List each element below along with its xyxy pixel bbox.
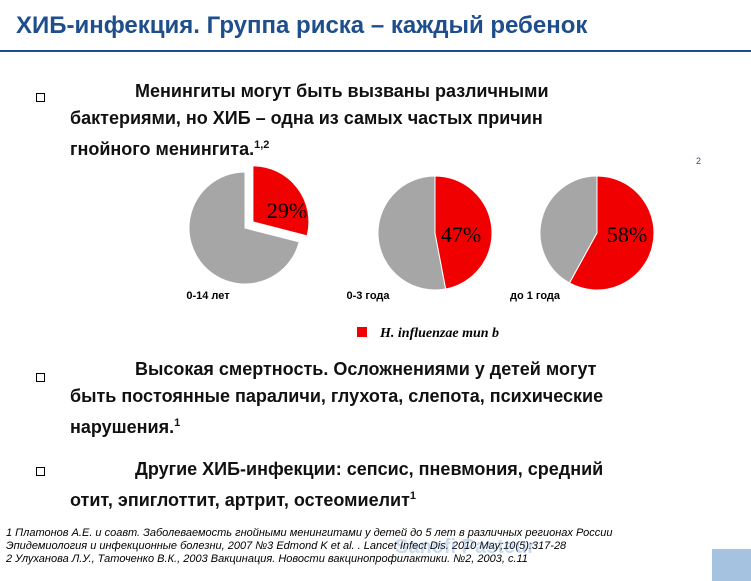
pie-1-hib-slice bbox=[252, 165, 310, 237]
bullet-marker-3 bbox=[36, 467, 45, 476]
legend-label: H. influenzae тип b bbox=[379, 326, 499, 341]
pie-1-value-label: 29% bbox=[267, 198, 307, 223]
slide-title: ХИБ-инфекция. Группа риска – каждый ребе… bbox=[16, 12, 588, 39]
bullet-2-line-1: Высокая смертность. Осложнениями у детей… bbox=[135, 359, 597, 379]
pie-2-value-label: 47% bbox=[441, 222, 481, 247]
pie-3-hib-slice bbox=[568, 175, 655, 291]
watermark-logo: Sanofi Pasteur bbox=[395, 536, 536, 558]
bullet-text-1: Менингиты могут быть вызваны различными … bbox=[70, 78, 549, 163]
bullet-marker-2 bbox=[36, 373, 45, 382]
bullet-1-line-2: бактериями, но ХИБ – одна из самых часты… bbox=[70, 108, 543, 128]
bullet-text-2: Высокая смертность. Осложнениями у детей… bbox=[70, 356, 603, 441]
pie-1-category-label: 0-14 лет bbox=[186, 290, 230, 302]
hib-pie-charts: 29% 0-14 лет 47% 0-3 года 58% до 1 года H. inf… bbox=[186, 165, 655, 341]
bullet-3-line-2: отит, эпиглоттит, артрит, остеомиелит bbox=[70, 490, 410, 510]
pie-2-hib-slice bbox=[434, 175, 493, 290]
footnotes: 1 Платонов А.Е. и соавт. Заболеваемость … bbox=[6, 527, 613, 566]
bullet-2-line-3: нарушения. bbox=[70, 417, 175, 437]
footnote-3: 2 Улуханова Л.У., Таточенко В.К., 2003 В… bbox=[6, 553, 528, 565]
pie-3-other-slice bbox=[539, 175, 598, 284]
bullet-2-line-2: быть постоянные параличи, глухота, слепо… bbox=[70, 386, 604, 406]
bullet-1-line-1: Менингиты могут быть вызваны различными bbox=[135, 81, 549, 101]
pie-3-value-label: 58% bbox=[607, 222, 647, 247]
pie-1-other-slice bbox=[188, 171, 300, 285]
bullet-text-3: Другие ХИБ-инфекции: сепсис, пневмония, … bbox=[70, 456, 603, 514]
pie-2-other-slice bbox=[377, 175, 447, 291]
bullet-3-line-1: Другие ХИБ-инфекции: сепсис, пневмония, … bbox=[135, 459, 604, 479]
bullet-marker-1 bbox=[36, 93, 45, 102]
bullet-2-ref: 1 bbox=[174, 417, 181, 429]
footnote-2: Эпидемиология и инфекционные болезни, 20… bbox=[6, 540, 567, 552]
pie-3-category-label: до 1 года bbox=[510, 290, 561, 302]
legend-swatch bbox=[357, 327, 367, 337]
corner-decoration bbox=[712, 549, 751, 581]
slide-number: 2 bbox=[696, 156, 702, 166]
bullet-1-ref: 1,2 bbox=[254, 139, 270, 151]
title-divider bbox=[0, 50, 751, 52]
footnote-1: 1 Платонов А.Е. и соавт. Заболеваемость … bbox=[6, 527, 613, 539]
bullet-3-ref: 1 bbox=[409, 490, 417, 502]
pie-2-category-label: 0-3 года bbox=[346, 290, 390, 302]
bullet-1-line-3: гнойного менингита. bbox=[70, 139, 255, 159]
